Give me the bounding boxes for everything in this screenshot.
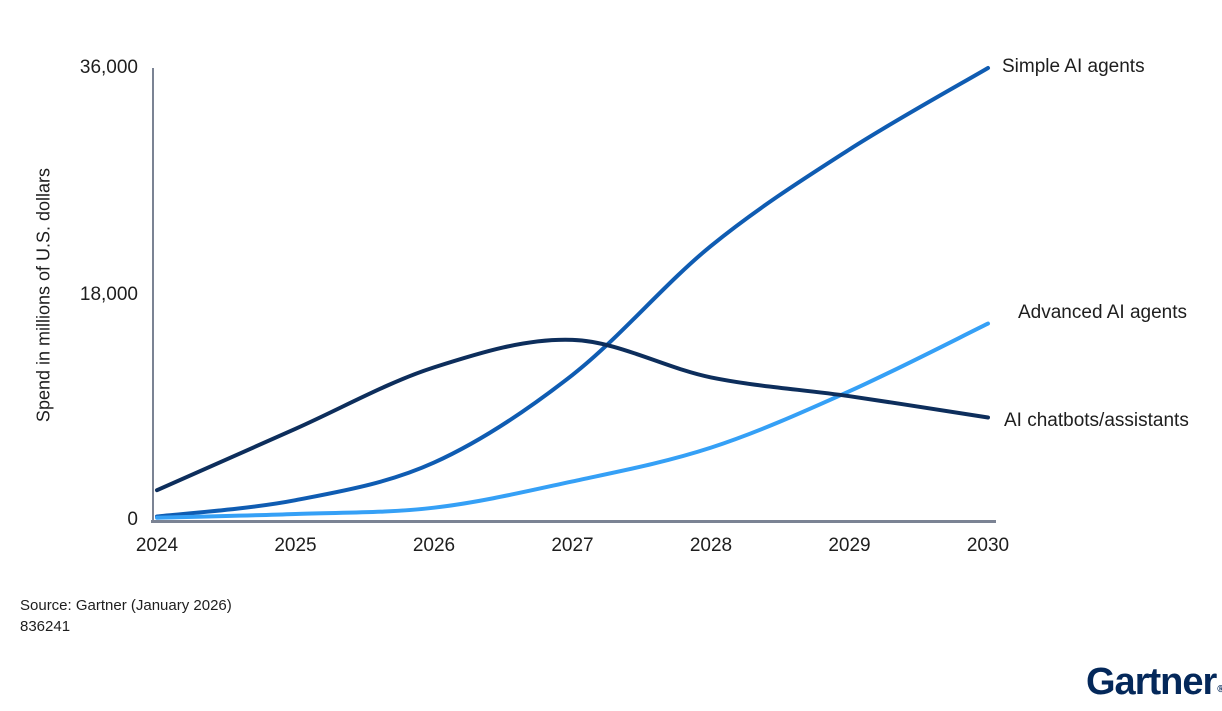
- x-tick-label-2029: 2029: [828, 535, 871, 556]
- gartner-logo: Gartner®: [1086, 661, 1222, 704]
- x-tick-label-2027: 2027: [551, 535, 594, 556]
- y-tick-label-36000: 36,000: [79, 57, 138, 78]
- line-series-advanced-ai-agents: [155, 321, 990, 520]
- registered-trademark-icon: ®: [1217, 684, 1222, 695]
- source-id: 836241: [20, 618, 71, 635]
- source-note: Source: Gartner (January 2026) 836241: [20, 595, 232, 637]
- x-axis-line: [151, 519, 996, 523]
- y-tick-label-18000: 18,000: [79, 284, 138, 305]
- series-label-advanced-ai-agents: Advanced AI agents: [1018, 302, 1188, 323]
- source-line: Source: Gartner (January 2026): [20, 597, 232, 614]
- line-series-simple-ai-agents: [155, 66, 990, 519]
- x-tick-label-2028: 2028: [689, 535, 733, 556]
- x-tick-label-2025: 2025: [274, 535, 317, 556]
- series-label-simple-ai-agents: Simple AI agents: [1002, 56, 1145, 77]
- x-tick-label-2030: 2030: [966, 535, 1010, 556]
- gartner-logo-text: Gartner: [1086, 661, 1217, 703]
- y-axis-line: [151, 68, 154, 522]
- line-series-ai-chatbots-assistants: [155, 337, 990, 493]
- x-tick-label-2024: 2024: [135, 535, 179, 556]
- y-tick-label-0: 0: [127, 509, 138, 530]
- series-label-ai-chatbots-assistants: AI chatbots/assistants: [1004, 410, 1189, 431]
- x-tick-label-2026: 2026: [412, 535, 456, 556]
